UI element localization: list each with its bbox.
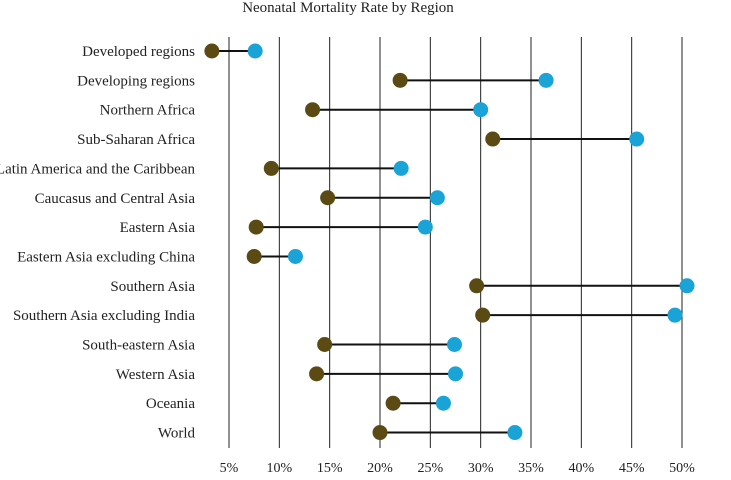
chart-title: Neonatal Mortality Rate by Region xyxy=(242,0,454,16)
grid-lines xyxy=(228,37,683,448)
chart-marks xyxy=(204,43,695,441)
dot-series-2 xyxy=(435,395,451,411)
dot-series-2 xyxy=(247,43,263,59)
dot-series-2 xyxy=(507,425,523,441)
category-label: Northern Africa xyxy=(100,103,196,119)
x-tick-label: 50% xyxy=(669,461,695,476)
x-tick-label: 45% xyxy=(619,461,645,476)
x-tick-label: 40% xyxy=(568,461,594,476)
category-label: Developing regions xyxy=(77,73,195,89)
y-axis-category-labels: Developed regions Developing regions North… xyxy=(0,44,195,442)
category-label: South-eastern Asia xyxy=(82,338,195,354)
x-tick-label: 20% xyxy=(367,461,393,476)
dot-series-1 xyxy=(485,131,501,147)
category-label: Oceania xyxy=(146,396,195,412)
x-tick-label: 10% xyxy=(266,461,292,476)
dot-series-1 xyxy=(246,248,262,264)
dot-series-2 xyxy=(679,278,695,294)
dot-series-2 xyxy=(429,190,445,206)
category-label: Developed regions xyxy=(82,44,195,60)
x-tick-label: 5% xyxy=(220,461,239,476)
category-label: World xyxy=(158,426,196,442)
dot-series-1 xyxy=(317,337,333,352)
dot-series-1 xyxy=(475,307,491,323)
dot-series-1 xyxy=(372,425,388,441)
dot-series-2 xyxy=(393,160,409,176)
dot-series-2 xyxy=(448,366,463,382)
category-label: Western Asia xyxy=(116,367,196,383)
category-label: Eastern Asia excluding China xyxy=(17,249,195,265)
category-label: Caucasus and Central Asia xyxy=(35,191,196,207)
dot-series-1 xyxy=(204,43,220,59)
category-label: Southern Asia xyxy=(110,279,195,295)
category-label: Latin America and the Caribbean xyxy=(0,161,195,177)
dot-series-1 xyxy=(469,278,485,294)
dot-series-2 xyxy=(417,219,433,235)
dot-series-1 xyxy=(309,366,325,382)
dot-series-1 xyxy=(248,219,264,235)
dot-series-2 xyxy=(473,102,489,118)
dot-series-2 xyxy=(446,337,462,352)
dot-series-2 xyxy=(629,131,645,147)
category-label: Eastern Asia xyxy=(120,220,196,236)
dot-series-1 xyxy=(392,72,408,88)
dot-series-1 xyxy=(385,395,401,411)
x-axis-tick-labels: 5% 10% 15% 20% 25% 30% 35% 40% 45% 50% xyxy=(220,461,696,476)
dot-series-1 xyxy=(305,102,321,118)
dot-series-1 xyxy=(263,160,279,176)
category-label: Southern Asia excluding India xyxy=(13,308,195,324)
x-tick-label: 35% xyxy=(518,461,544,476)
dot-series-2 xyxy=(538,72,554,88)
x-tick-label: 30% xyxy=(468,461,494,476)
dot-series-1 xyxy=(320,190,336,206)
x-tick-label: 15% xyxy=(317,461,343,476)
category-label: Sub-Saharan Africa xyxy=(77,132,195,148)
x-tick-label: 25% xyxy=(417,461,443,476)
dot-series-2 xyxy=(667,307,683,323)
dot-series-2 xyxy=(287,248,303,264)
